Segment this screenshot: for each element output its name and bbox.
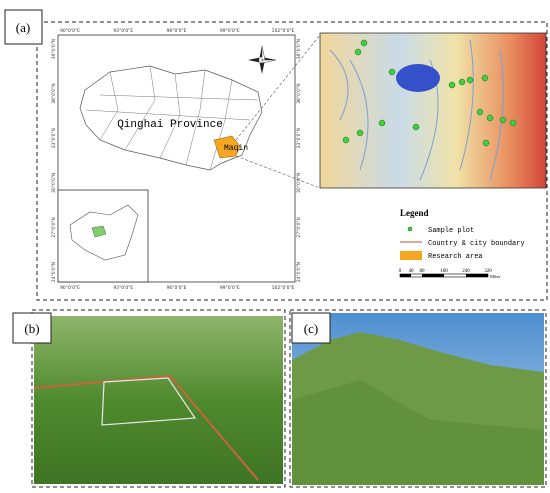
panel-b-border — [31, 309, 286, 488]
zoom-connector — [235, 34, 321, 189]
photo-grassland — [34, 316, 283, 484]
graticule-label: 24°0'0"N — [296, 262, 302, 282]
graticule-label: 39°0'0"N — [296, 39, 302, 59]
legend-label: Sample plot — [428, 227, 474, 235]
lake — [396, 64, 440, 92]
scale-label: 320 — [484, 269, 492, 274]
sample-plots — [342, 39, 517, 147]
scale-label: 40 — [409, 269, 415, 274]
dem-inset — [319, 32, 547, 189]
graticule-label: 36°0'0"N — [296, 83, 302, 103]
panel-label-box — [12, 312, 52, 344]
scale-bar — [422, 274, 444, 277]
graticule-label: 27°0'0"N — [51, 217, 57, 237]
legend-swatch — [400, 251, 422, 260]
graticule-label: 96°0'0"E — [167, 285, 187, 291]
graticule-label: 27°0'0"N — [296, 217, 302, 237]
panel-a-border — [36, 21, 548, 301]
photo-slope — [292, 380, 544, 485]
legend-label: Country & city boundary — [428, 240, 525, 248]
graticule-label: 90°0'0"E — [60, 285, 80, 291]
north-arrow — [248, 45, 277, 74]
scale-bar — [466, 274, 488, 277]
graticule-label: 39°0'0"N — [51, 39, 57, 59]
city-boundaries — [85, 65, 259, 171]
graticule-label: 33°0'0"N — [51, 128, 57, 148]
panel-label-box — [291, 312, 331, 344]
measuring-tape — [33, 374, 259, 481]
scale-label: 160 — [440, 269, 448, 274]
graticule-label: 93°0'0"E — [113, 28, 133, 34]
scale-label: 240 — [462, 269, 470, 274]
graticule-label: 30°0'0"N — [296, 173, 302, 193]
graticule-label: 102°0'0"E — [272, 285, 295, 291]
graticule-label: 90°0'0"E — [60, 28, 80, 34]
graticule-label: 30°0'0"N — [51, 173, 57, 193]
panel-label: (b) — [24, 321, 39, 336]
graticule-label: 93°0'0"E — [113, 285, 133, 291]
province-label: Qinghai Province — [117, 119, 223, 131]
panel-label-box — [4, 9, 43, 45]
legend-title: Legend — [400, 208, 429, 218]
graticule-label: 99°0'0"E — [220, 285, 240, 291]
scale-label: 80 — [420, 269, 426, 274]
research-area — [213, 135, 241, 159]
graticule-label: 102°0'0"E — [272, 28, 295, 34]
scale-bar — [400, 274, 411, 277]
graticule-label: 36°0'0"N — [51, 83, 57, 103]
river-network — [329, 39, 504, 181]
panel-c-border — [289, 309, 547, 488]
panel-label: (c) — [304, 321, 318, 336]
legend-items: Sample plot Country & city boundary Resear… — [428, 227, 525, 261]
graticule-labels: 90°0'0"E 93°0'0"E 96°0'0"E 99°0'0"E 102°0'0"… — [51, 28, 302, 291]
graticule-label: 96°0'0"E — [167, 28, 187, 34]
panel-label: (a) — [16, 20, 30, 35]
scale-unit: Miles — [490, 274, 500, 279]
graticule-label: 99°0'0"E — [220, 28, 240, 34]
qinghai-highlight — [91, 225, 107, 238]
quadrat — [101, 377, 197, 426]
scale-label: 0 — [399, 269, 402, 274]
graticule-label: 24°0'0"N — [51, 262, 57, 282]
legend-label: Research area — [428, 253, 483, 261]
legend-swatch — [407, 226, 413, 232]
county-label: Maqin — [224, 144, 248, 153]
graticule-label: 33°0'0"N — [296, 128, 302, 148]
